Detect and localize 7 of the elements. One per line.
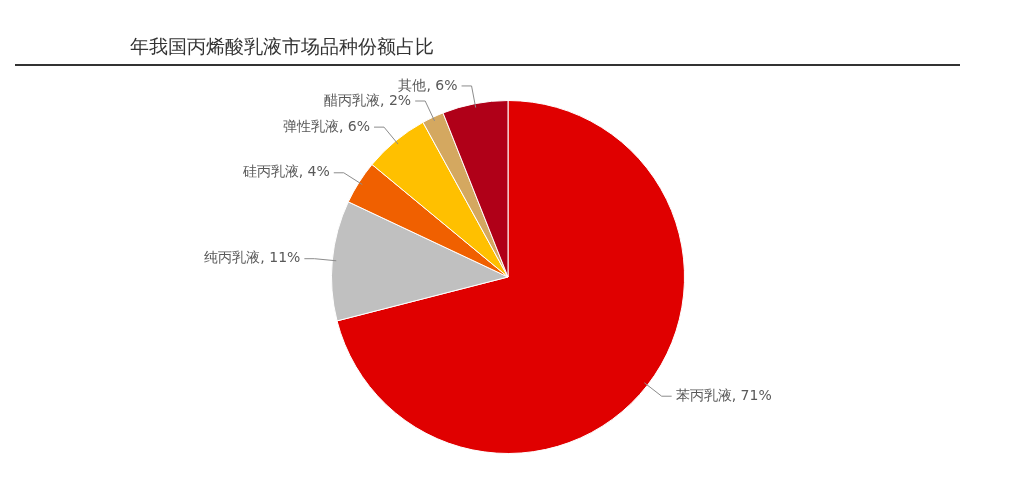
slice-label: 其他, 6% xyxy=(398,76,458,93)
slice-label: 纯丙乳液, 11% xyxy=(204,249,301,266)
slice-label: 苯丙乳液, 71% xyxy=(675,386,772,403)
slice-label: 弹性乳液, 6% xyxy=(282,117,371,134)
slice-label: 醋丙乳液, 2% xyxy=(324,91,412,108)
slice-label: 硅丙乳液, 4% xyxy=(241,163,330,180)
chart-title: 年我国丙烯酸乳液市场品种份额占比 xyxy=(130,34,434,59)
